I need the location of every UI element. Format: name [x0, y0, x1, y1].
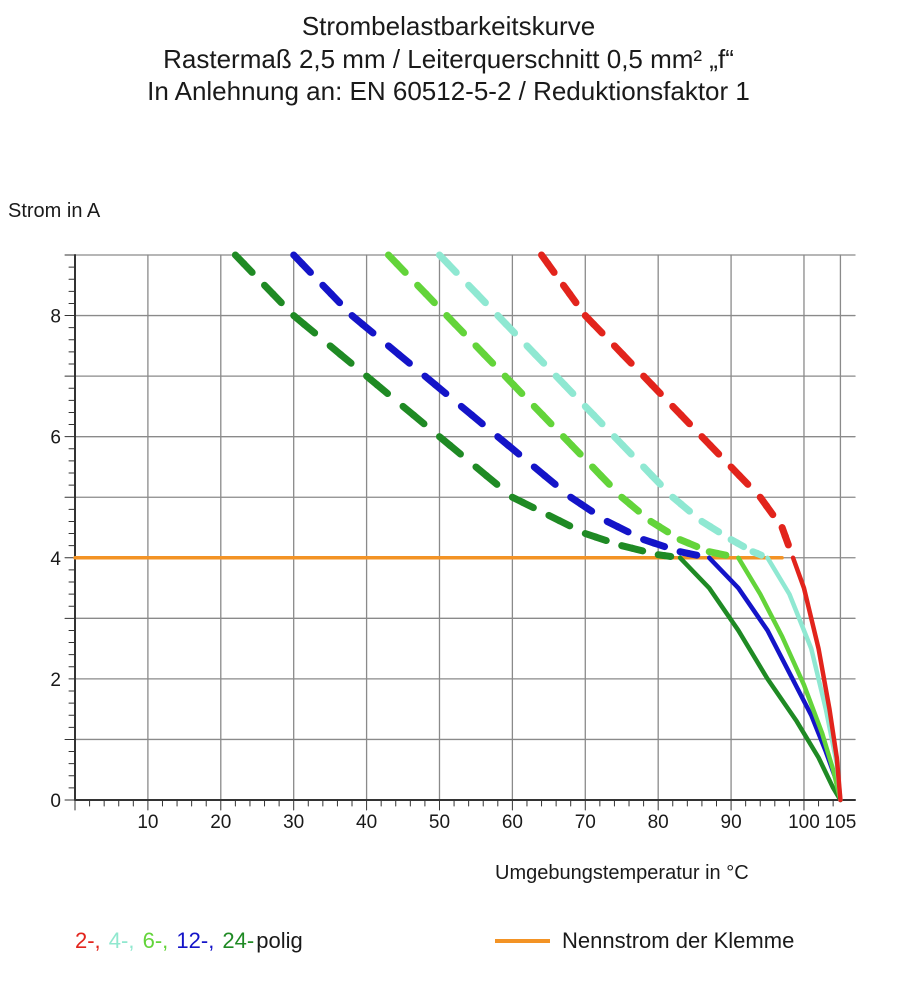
svg-text:20: 20 [210, 812, 231, 833]
svg-text:6: 6 [50, 428, 61, 449]
legend-polig-2: 2-, [75, 928, 107, 953]
title-line1: Strombelastbarkeitskurve [0, 10, 897, 43]
svg-text:105: 105 [825, 812, 857, 833]
svg-text:10: 10 [137, 812, 158, 833]
svg-text:60: 60 [502, 812, 523, 833]
legend-polig-4: 4-, [109, 928, 141, 953]
legend-polig-group: 2-, 4-, 6-, 12-, 24-polig [75, 928, 305, 954]
legend-polig-12: 12-, [176, 928, 220, 953]
y-axis-title: Strom in A [8, 200, 100, 223]
chart-titles: Strombelastbarkeitskurve Rastermaß 2,5 m… [0, 0, 897, 108]
title-line3: In Anlehnung an: EN 60512-5-2 / Reduktio… [0, 75, 897, 108]
svg-text:2: 2 [50, 670, 61, 691]
plot-area: 0 2 4 6 8 10 20 30 40 50 60 70 80 90 100 105 [75, 255, 855, 800]
svg-text:4: 4 [50, 549, 61, 570]
chart-root: Strombelastbarkeitskurve Rastermaß 2,5 m… [0, 0, 897, 1000]
legend-nennstrom-label: Nennstrom der Klemme [562, 928, 794, 954]
svg-text:90: 90 [721, 812, 742, 833]
svg-text:30: 30 [283, 812, 304, 833]
svg-text:0: 0 [50, 791, 61, 812]
svg-text:100: 100 [788, 812, 820, 833]
svg-text:8: 8 [50, 307, 61, 328]
legend-polig-24: 24- [222, 928, 254, 953]
legend-nennstrom-group: Nennstrom der Klemme [495, 928, 794, 954]
svg-text:50: 50 [429, 812, 450, 833]
svg-text:70: 70 [575, 812, 596, 833]
svg-text:80: 80 [648, 812, 669, 833]
nennstrom-line-swatch [495, 939, 550, 943]
x-axis-title: Umgebungstemperatur in °C [495, 862, 749, 885]
title-line2: Rastermaß 2,5 mm / Leiterquerschnitt 0,5… [0, 43, 897, 76]
legend-polig-6: 6-, [143, 928, 175, 953]
legend-polig-word: polig [256, 928, 302, 953]
svg-text:40: 40 [356, 812, 377, 833]
